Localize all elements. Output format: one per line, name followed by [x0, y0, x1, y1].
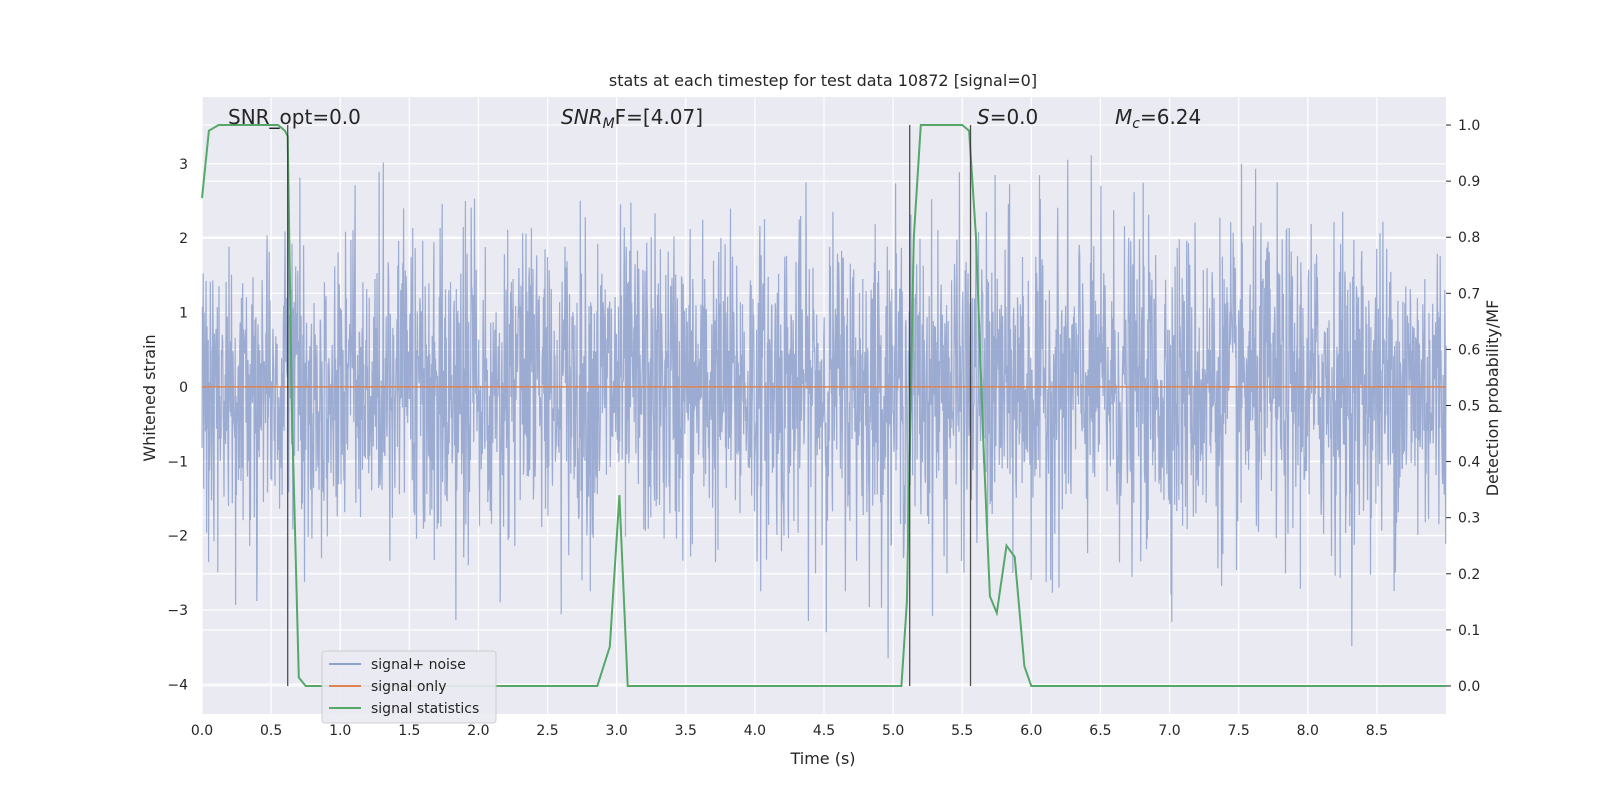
- annotation-s: S=0.0: [977, 105, 1038, 129]
- y2-tick-label: 0.1: [1458, 623, 1480, 639]
- annotation-snr-mf: SNRMF=[4.07]: [561, 105, 703, 132]
- legend-label-noise: signal+ noise: [371, 657, 466, 673]
- noise-trace: [201, 155, 1447, 659]
- x-tick-label: 4.5: [813, 723, 835, 739]
- x-tick-label: 5.0: [882, 723, 904, 739]
- y2-tick-label: 0.2: [1458, 567, 1480, 583]
- x-tick-label: 0.0: [191, 723, 213, 739]
- chart-title: stats at each timestep for test data 108…: [609, 71, 1037, 90]
- x-tick-label: 2.5: [536, 723, 558, 739]
- x-tick-label: 8.0: [1297, 723, 1319, 739]
- y-tick-label: 2: [179, 231, 188, 247]
- x-tick-label: 4.0: [744, 723, 766, 739]
- x-tick-label: 1.0: [329, 723, 351, 739]
- y2-tick-label: 0.3: [1458, 511, 1480, 527]
- y-ticks: 3 2 1 0 −1 −2 −3 −4: [167, 157, 188, 693]
- legend: signal+ noise signal only signal statist…: [321, 650, 497, 724]
- legend-label-stats: signal statistics: [371, 701, 479, 717]
- y-tick-label: −2: [167, 529, 188, 545]
- series-lines: [201, 124, 1446, 687]
- x-tick-label: 0.5: [260, 723, 282, 739]
- y-tick-label: −4: [167, 677, 188, 693]
- y-tick-label: 3: [179, 157, 188, 173]
- x-tick-label: 6.0: [1020, 723, 1042, 739]
- x-tick-label: 8.5: [1366, 723, 1388, 739]
- y-tick-label: −1: [167, 454, 188, 470]
- legend-box: [321, 650, 497, 724]
- x-tick-label: 7.5: [1228, 723, 1250, 739]
- x-tick-label: 6.5: [1089, 723, 1111, 739]
- x-tick-label: 5.5: [951, 723, 973, 739]
- vertical-markers: [287, 125, 972, 686]
- x-tick-label: 3.5: [675, 723, 697, 739]
- y2-axis-label: Detection probability/MF: [1483, 300, 1502, 497]
- y2-tick-label: 0.6: [1458, 342, 1480, 358]
- y2-tick-label: 0.7: [1458, 286, 1480, 302]
- x-ticks: 0.0 0.5 1.0 1.5 2.0 2.5 3.0 3.5 4.0 4.5 5.0 5.5 6.0 6…: [191, 723, 1388, 739]
- y2-tick-label: 1.0: [1458, 118, 1480, 134]
- annotation-mc: Mc=6.24: [1115, 105, 1201, 132]
- y2-ticks: 1.0 0.9 0.8 0.7 0.6 0.5 0.4 0.3 0.2 0.1 0.0: [1446, 118, 1480, 695]
- y2-tick-label: 0.0: [1458, 679, 1480, 695]
- x-tick-label: 2.0: [467, 723, 489, 739]
- y-tick-label: 1: [179, 306, 188, 322]
- x-tick-label: 3.0: [606, 723, 628, 739]
- signal-statistics-line: [201, 124, 1446, 687]
- annotation-snr-opt: SNR_opt=0.0: [228, 105, 361, 129]
- y-tick-label: −3: [167, 603, 188, 619]
- x-tick-label: 7.0: [1158, 723, 1180, 739]
- x-axis-label: Time (s): [789, 749, 855, 768]
- y2-tick-label: 0.9: [1458, 174, 1480, 190]
- y-tick-label: 0: [179, 380, 188, 396]
- y2-tick-label: 0.5: [1458, 399, 1480, 415]
- legend-label-signal: signal only: [371, 679, 446, 695]
- y2-tick-label: 0.4: [1458, 455, 1480, 471]
- x-tick-label: 1.5: [398, 723, 420, 739]
- y2-tick-label: 0.8: [1458, 230, 1480, 246]
- noise-series: [201, 155, 1447, 659]
- y-axis-label: Whitened strain: [140, 334, 159, 461]
